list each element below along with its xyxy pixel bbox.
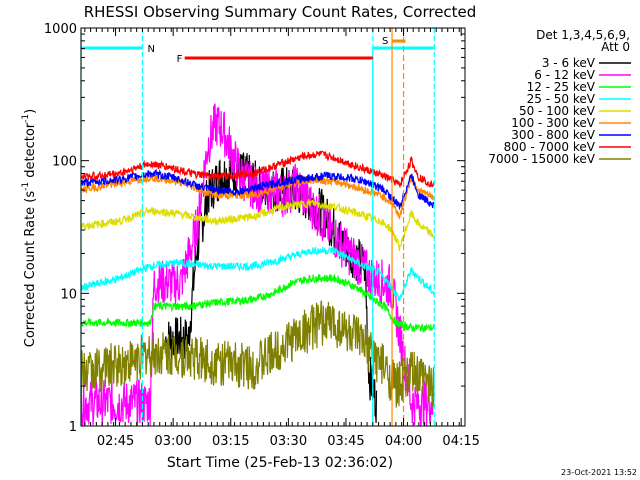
- y-tick-label: 1: [69, 420, 77, 435]
- y-axis-label-part2: detector: [23, 122, 38, 182]
- legend-label: 300 - 800 keV: [511, 128, 595, 142]
- legend-label: 800 - 7000 keV: [504, 140, 596, 154]
- legend-label: 100 - 300 keV: [511, 116, 595, 130]
- y-tick-label: 1000: [44, 22, 77, 37]
- y-axis-label-part1: Corrected Count Rate (s: [23, 191, 38, 348]
- x-axis-label: Start Time (25-Feb-13 02:36:02): [167, 455, 393, 471]
- x-tick-label: 03:30: [270, 434, 307, 449]
- y-axis-label: Corrected Count Rate (s-1 detector-1): [21, 109, 38, 347]
- plot-frame: [80, 27, 466, 427]
- saa-label: S: [382, 36, 388, 47]
- y-axis-label-part3: ): [23, 109, 38, 114]
- series-line-5: [80, 173, 435, 220]
- series-line-4: [80, 198, 435, 252]
- legend-label: 25 - 50 keV: [527, 92, 596, 106]
- y-tick-label: 100: [52, 155, 77, 170]
- legend-label: 6 - 12 keV: [534, 68, 596, 82]
- x-tick-label: 03:15: [212, 434, 249, 449]
- legend-header-detectors: Det 1,3,4,5,6,9,: [536, 28, 630, 42]
- series-line-2: [80, 274, 435, 333]
- data-layer: [80, 103, 435, 428]
- series-line-3: [80, 246, 435, 301]
- axis-layer: 1 10 100 1000 02:45 03:00 03:15 03:30 03:45 04:00…: [44, 22, 480, 449]
- legend-label: 3 - 6 keV: [542, 56, 596, 70]
- legend-label: 50 - 100 keV: [519, 104, 596, 118]
- legend-label: 7000 - 15000 keV: [488, 152, 595, 166]
- x-tick-label: 02:45: [97, 434, 134, 449]
- legend-header-attenuator: Att 0: [601, 40, 630, 54]
- series-line-6: [80, 168, 435, 211]
- night-label: N: [147, 44, 154, 55]
- chart-title: RHESSI Observing Summary Count Rates, Co…: [84, 3, 477, 21]
- y-axis-label-sup1: -1: [21, 182, 31, 191]
- footer-timestamp: 23-Oct-2021 13:52: [561, 468, 637, 477]
- x-tick-label: 04:15: [442, 434, 479, 449]
- y-tick-label: 10: [60, 287, 77, 302]
- x-tick-label: 04:00: [385, 434, 422, 449]
- y-axis-label-sup2: -1: [21, 114, 31, 123]
- series-line-7: [80, 150, 435, 189]
- series-line-8: [80, 300, 435, 408]
- series-line-1: [80, 103, 435, 428]
- flare-label: F: [177, 54, 183, 65]
- legend-label: 12 - 25 keV: [527, 80, 596, 94]
- x-tick-label: 03:00: [154, 434, 191, 449]
- x-tick-label: 03:45: [327, 434, 364, 449]
